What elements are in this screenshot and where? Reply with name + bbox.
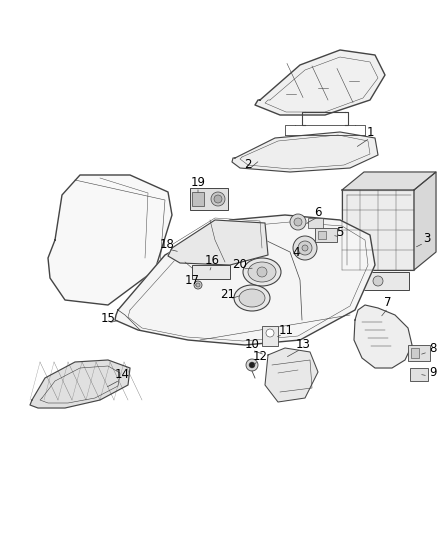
Text: 6: 6 — [314, 206, 322, 220]
Text: 13: 13 — [296, 337, 311, 351]
Text: 14: 14 — [114, 368, 130, 382]
Polygon shape — [414, 172, 436, 270]
Circle shape — [194, 281, 202, 289]
Circle shape — [257, 267, 267, 277]
Bar — [410, 368, 428, 381]
Polygon shape — [48, 175, 172, 305]
Ellipse shape — [243, 258, 281, 286]
Bar — [342, 190, 414, 270]
Ellipse shape — [234, 285, 270, 311]
Bar — [315, 228, 337, 242]
Text: 3: 3 — [423, 231, 431, 245]
Polygon shape — [30, 360, 130, 408]
Bar — [318, 231, 326, 239]
Circle shape — [246, 359, 258, 371]
Polygon shape — [255, 50, 385, 115]
Circle shape — [294, 218, 302, 226]
Bar — [192, 192, 204, 206]
Circle shape — [249, 362, 255, 368]
Circle shape — [266, 329, 274, 337]
Bar — [308, 218, 323, 228]
Text: 5: 5 — [336, 227, 344, 239]
Bar — [192, 265, 230, 279]
Text: 17: 17 — [184, 273, 199, 287]
Circle shape — [302, 245, 308, 251]
Text: 15: 15 — [101, 311, 116, 325]
Bar — [190, 188, 228, 210]
Bar — [411, 348, 419, 358]
Text: 18: 18 — [159, 238, 174, 252]
Circle shape — [293, 236, 317, 260]
Text: 12: 12 — [252, 350, 268, 362]
Bar — [347, 272, 409, 290]
Polygon shape — [342, 172, 436, 190]
Text: 2: 2 — [244, 158, 252, 172]
Text: 7: 7 — [384, 296, 392, 310]
Circle shape — [373, 276, 383, 286]
Polygon shape — [354, 305, 412, 368]
Text: 8: 8 — [429, 342, 437, 354]
Polygon shape — [265, 348, 318, 402]
Circle shape — [211, 192, 225, 206]
Bar — [408, 345, 430, 361]
Circle shape — [214, 195, 222, 203]
Circle shape — [298, 241, 312, 255]
Text: 9: 9 — [429, 366, 437, 378]
Text: 11: 11 — [279, 324, 293, 336]
Ellipse shape — [248, 262, 276, 282]
Bar — [262, 326, 278, 346]
Text: 21: 21 — [220, 288, 236, 302]
Circle shape — [196, 283, 200, 287]
Polygon shape — [115, 215, 375, 345]
Text: 20: 20 — [233, 259, 247, 271]
Text: 16: 16 — [205, 254, 219, 266]
Polygon shape — [168, 220, 268, 265]
Polygon shape — [232, 132, 378, 172]
Text: 4: 4 — [292, 246, 300, 260]
Text: 19: 19 — [191, 176, 205, 190]
Ellipse shape — [239, 289, 265, 307]
Circle shape — [290, 214, 306, 230]
Text: 1: 1 — [366, 126, 374, 140]
Text: 10: 10 — [244, 338, 259, 351]
